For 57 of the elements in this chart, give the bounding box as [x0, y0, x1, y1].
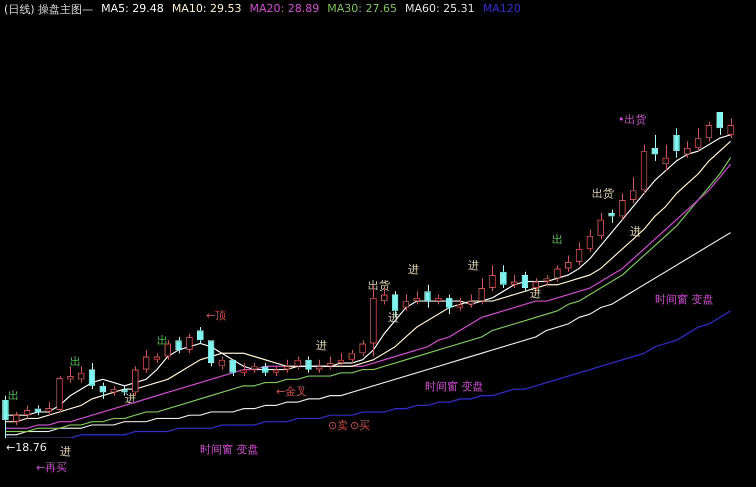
candlestick	[608, 209, 615, 224]
candlestick	[240, 362, 247, 377]
annotation: 时间窗 变盘	[655, 292, 714, 306]
text: ←再买	[36, 460, 68, 474]
candlestick	[510, 274, 518, 289]
text: 进	[60, 444, 71, 458]
candlestick	[597, 212, 604, 240]
candlestick	[576, 242, 582, 266]
text: MA5: 29.48	[101, 2, 164, 17]
candlestick	[468, 294, 474, 308]
annotation: ⊙买	[350, 418, 370, 432]
chart-title: (日线) 操盘主图—	[4, 2, 94, 17]
text: ←18.76	[6, 440, 47, 454]
candlestick	[522, 271, 528, 292]
text: MA20: 28.89	[250, 2, 320, 17]
candlestick	[142, 349, 150, 374]
candlestick	[88, 362, 96, 390]
candlestick	[164, 340, 172, 360]
annotation: ←顶	[206, 308, 226, 322]
candlestick	[489, 264, 496, 292]
candlestick	[154, 352, 160, 364]
candlestick	[424, 284, 431, 308]
candlestick	[208, 340, 214, 367]
candlestick	[272, 366, 280, 377]
text: MA30: 27.65	[327, 2, 397, 17]
candlestick	[673, 128, 680, 158]
candlestick	[586, 228, 594, 253]
text: MA120	[482, 2, 521, 17]
candlestick	[500, 264, 507, 289]
annotation: 出货	[592, 186, 614, 200]
candlestick	[56, 376, 63, 412]
candlestick	[706, 121, 712, 142]
candlestick	[2, 395, 9, 438]
candlestick	[478, 278, 485, 305]
annotation: 时间窗 变盘	[425, 380, 484, 393]
text: 时间窗 变盘	[200, 442, 258, 456]
text: MA10: 29.53	[172, 2, 242, 17]
annotation: ←金叉	[276, 384, 308, 398]
annotation: 进	[530, 286, 541, 300]
annotation: 进	[630, 224, 641, 238]
annotation: 进	[408, 262, 419, 276]
candlestick	[716, 112, 724, 136]
annotation: ⊙卖	[328, 418, 348, 432]
annotation: 进	[316, 338, 327, 352]
candlestick	[34, 404, 42, 416]
candlestick	[67, 366, 74, 384]
annotation: 出	[8, 388, 19, 402]
annotation: 进	[468, 258, 479, 272]
candlestick	[619, 193, 626, 220]
candlestick	[229, 360, 236, 377]
text: MA60: 25.31	[404, 2, 475, 17]
candlestick	[326, 356, 334, 370]
annotation: 出	[70, 354, 81, 368]
candlestick	[186, 333, 193, 354]
annotation: •出货	[618, 112, 646, 126]
candlestick	[110, 385, 117, 396]
annotation: 出	[552, 232, 563, 246]
